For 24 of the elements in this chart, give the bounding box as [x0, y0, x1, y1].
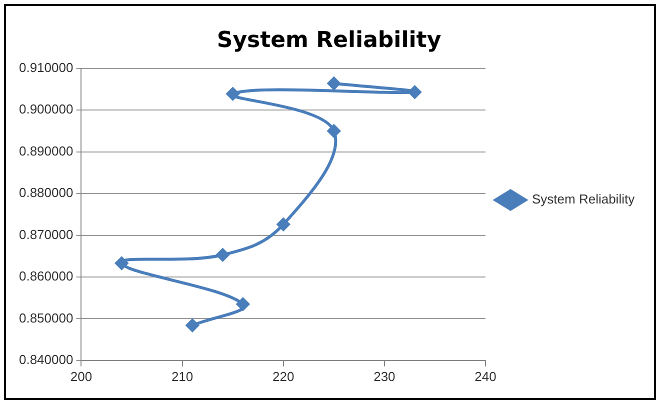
y-tick-label: 0.880000: [18, 185, 74, 200]
point: [216, 248, 230, 262]
legend-label: System Reliability: [532, 192, 636, 207]
point: [236, 298, 250, 311]
x-tick-label: 230: [374, 368, 396, 384]
y-tick-label: 0.900000: [18, 102, 74, 117]
point: [408, 86, 422, 99]
point: [327, 124, 340, 138]
x-tick-label: 210: [171, 368, 194, 384]
y-tick-label: 0.910000: [18, 60, 74, 75]
point: [327, 76, 340, 90]
x-tick-label: 200: [70, 368, 92, 384]
chart-title: System Reliability: [216, 28, 442, 53]
point: [186, 318, 199, 332]
x-tick-label: 220: [272, 368, 294, 384]
x-tick-label: 240: [474, 368, 496, 384]
y-tick-label: 0.850000: [18, 310, 74, 326]
y-tick-label: 0.890000: [18, 143, 74, 158]
y-tick-label: 0.870000: [18, 226, 74, 242]
y-tick-label: 0.860000: [18, 268, 74, 284]
point: [276, 218, 290, 231]
point: [226, 87, 240, 100]
point: [115, 256, 128, 270]
y-tick-label: 0.840000: [18, 352, 74, 367]
